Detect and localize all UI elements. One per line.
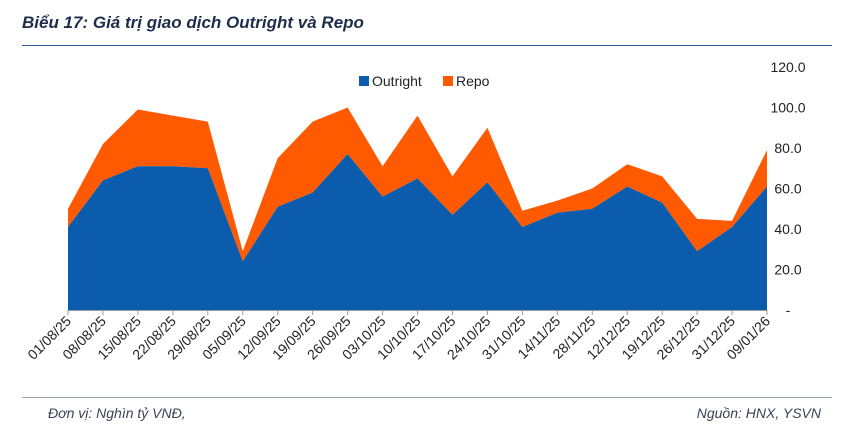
footer-divider — [22, 397, 832, 398]
chart-title: Biểu 17: Giá trị giao dịch Outright và R… — [22, 13, 364, 32]
legend-label-repo: Repo — [456, 73, 490, 89]
unit-note: Đơn vị: Nghìn tỷ VNĐ, — [48, 405, 186, 421]
y-tick-label: 20.0 — [774, 262, 801, 278]
area-series-repo — [68, 107, 767, 262]
y-tick-label: 120.0 — [770, 59, 805, 75]
y-tick-label: 40.0 — [774, 221, 801, 237]
y-axis: - 20.0 40.0 60.0 80.0 100.0 120.0 — [770, 59, 805, 318]
y-tick-label: - — [786, 302, 791, 318]
title-divider — [22, 45, 832, 46]
y-tick-label: 100.0 — [770, 100, 805, 116]
legend-swatch-outright — [359, 76, 369, 86]
legend: Outright Repo — [359, 73, 490, 89]
y-tick-label: 60.0 — [774, 181, 801, 197]
x-axis: 01/08/2508/08/2515/08/2522/08/2529/08/25… — [24, 310, 773, 363]
y-tick-label: 80.0 — [774, 140, 801, 156]
area-series-outright — [68, 154, 767, 310]
legend-label-outright: Outright — [372, 73, 422, 89]
area-series-group — [68, 107, 767, 310]
legend-swatch-repo — [443, 76, 453, 86]
source-note: Nguồn: HNX, YSVN — [696, 405, 821, 421]
